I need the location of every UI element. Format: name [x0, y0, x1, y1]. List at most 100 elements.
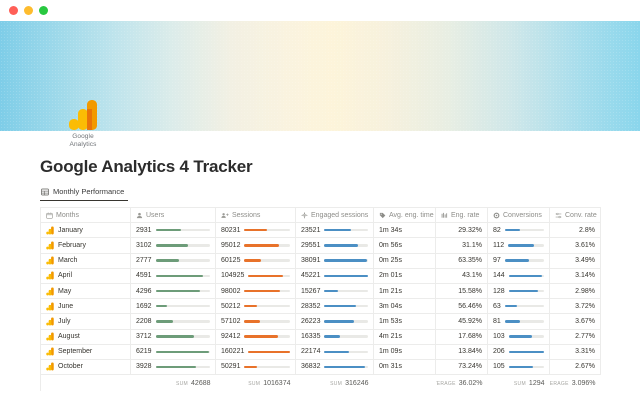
cell-conversions[interactable]: 81	[487, 313, 550, 330]
cell-eng-rate[interactable]: 29.32%	[435, 222, 488, 239]
cell-conversions[interactable]: 144	[487, 268, 550, 284]
cell-engaged-sessions[interactable]: 36832	[295, 359, 374, 376]
cell-users[interactable]: 2777	[130, 253, 216, 269]
cell-sessions[interactable]: 60125	[215, 253, 296, 269]
cell-conversions[interactable]: 206	[487, 344, 550, 360]
cell-conversions[interactable]: 105	[487, 359, 550, 376]
column-header-eng-rate[interactable]: Eng. rate	[435, 206, 488, 224]
column-header-engaged-sessions[interactable]: Engaged sessions	[295, 206, 374, 224]
cell-avg-eng-time[interactable]: 1m 53s	[373, 313, 436, 330]
cell-eng-rate[interactable]: 15.58%	[435, 283, 488, 300]
cell-engaged-sessions[interactable]: 45221	[295, 268, 374, 284]
cell-eng-rate[interactable]: 45.92%	[435, 313, 488, 330]
cell-conv-rate[interactable]: 2.98%	[549, 283, 601, 300]
cell-sessions[interactable]: 80231	[215, 222, 296, 239]
cell-conv-rate[interactable]: 3.31%	[549, 344, 601, 360]
cell-avg-eng-time[interactable]: 2m 01s	[373, 268, 436, 284]
cell-conv-rate[interactable]: 3.14%	[549, 268, 601, 284]
table-row[interactable]: April 4591 104925 45221 2m 01s 43.1% 14	[40, 268, 601, 284]
cell-sessions[interactable]: 104925	[215, 268, 296, 284]
cell-eng-rate[interactable]: 13.84%	[435, 344, 488, 360]
cell-users[interactable]: 3102	[130, 237, 216, 254]
table-row[interactable]: October 3928 50291 36832 0m 31s 73.24%	[40, 359, 601, 376]
cell-month[interactable]: August	[40, 329, 131, 345]
cell-users[interactable]: 4591	[130, 268, 216, 284]
tab-monthly-performance[interactable]: Monthly Performance	[40, 187, 129, 201]
cell-engaged-sessions[interactable]: 38091	[295, 253, 374, 269]
table-row[interactable]: June 1692 50212 28352 3m 04s 56.46% 63	[40, 298, 601, 315]
cell-conv-rate[interactable]: 2.67%	[549, 359, 601, 376]
cell-sessions[interactable]: 160221	[215, 344, 296, 360]
column-header-conv-rate[interactable]: Conv. rate	[549, 206, 601, 224]
cell-conversions[interactable]: 103	[487, 329, 550, 345]
minimize-window-button[interactable]	[24, 6, 33, 15]
column-header-users[interactable]: Users	[130, 206, 216, 224]
column-header-months[interactable]: Months	[40, 206, 131, 224]
table-row[interactable]: February 3102 95012 29551 0m 56s 31.1%	[40, 237, 601, 254]
cell-sessions[interactable]: 57102	[215, 313, 296, 330]
cell-engaged-sessions[interactable]: 29551	[295, 237, 374, 254]
cell-users[interactable]: 1692	[130, 298, 216, 315]
table-row[interactable]: January 2931 80231 23521 1m 34s 29.32%	[40, 222, 601, 239]
cell-eng-rate[interactable]: 31.1%	[435, 237, 488, 254]
cell-conv-rate[interactable]: 2.8%	[549, 222, 601, 239]
cell-eng-rate[interactable]: 63.35%	[435, 253, 488, 269]
cell-engaged-sessions[interactable]: 28352	[295, 298, 374, 315]
summary-engaged-sessions[interactable]: SUM 316246	[296, 375, 374, 391]
cell-users[interactable]: 3928	[130, 359, 216, 376]
cell-engaged-sessions[interactable]: 22174	[295, 344, 374, 360]
table-row[interactable]: August 3712 92412 16335 4m 21s 17.68% 1	[40, 329, 601, 345]
cell-engaged-sessions[interactable]: 26223	[295, 313, 374, 330]
cell-month[interactable]: June	[40, 298, 131, 315]
cell-avg-eng-time[interactable]: 1m 21s	[373, 283, 436, 300]
cell-sessions[interactable]: 50212	[215, 298, 296, 315]
cell-eng-rate[interactable]: 43.1%	[435, 268, 488, 284]
summary-conv-rate[interactable]: AVERAGE 3.096%	[550, 375, 601, 391]
cell-engaged-sessions[interactable]: 15267	[295, 283, 374, 300]
table-row[interactable]: September 6219 160221 22174 1m 09s 13.84…	[40, 344, 601, 360]
cell-avg-eng-time[interactable]: 3m 04s	[373, 298, 436, 315]
cell-month[interactable]: January	[40, 222, 131, 239]
summary-conversions[interactable]: SUM 1294	[488, 375, 550, 391]
cell-month[interactable]: October	[40, 359, 131, 376]
cell-conversions[interactable]: 82	[487, 222, 550, 239]
summary-eng-rate[interactable]: AVERAGE 36.02%	[436, 375, 488, 391]
close-window-button[interactable]	[9, 6, 18, 15]
cell-avg-eng-time[interactable]: 1m 09s	[373, 344, 436, 360]
cell-users[interactable]: 4296	[130, 283, 216, 300]
cell-avg-eng-time[interactable]: 1m 34s	[373, 222, 436, 239]
column-header-sessions[interactable]: Sessions	[215, 206, 296, 224]
table-row[interactable]: May 4296 98002 15267 1m 21s 15.58% 128	[40, 283, 601, 300]
cell-conv-rate[interactable]: 2.77%	[549, 329, 601, 345]
column-header-avg-eng-time[interactable]: Avg. eng. time	[373, 206, 436, 224]
cell-eng-rate[interactable]: 17.68%	[435, 329, 488, 345]
cell-users[interactable]: 6219	[130, 344, 216, 360]
cell-users[interactable]: 2931	[130, 222, 216, 239]
page-icon[interactable]: Google Analytics	[60, 99, 106, 149]
cell-sessions[interactable]: 50291	[215, 359, 296, 376]
cell-month[interactable]: May	[40, 283, 131, 300]
cell-engaged-sessions[interactable]: 23521	[295, 222, 374, 239]
summary-sessions[interactable]: SUM 1016374	[216, 375, 296, 391]
cell-month[interactable]: February	[40, 237, 131, 254]
cell-month[interactable]: September	[40, 344, 131, 360]
cell-sessions[interactable]: 95012	[215, 237, 296, 254]
table-row[interactable]: March 2777 60125 38091 0m 25s 63.35% 97	[40, 253, 601, 269]
cell-conv-rate[interactable]: 3.49%	[549, 253, 601, 269]
cell-sessions[interactable]: 92412	[215, 329, 296, 345]
cell-users[interactable]: 2208	[130, 313, 216, 330]
cell-conv-rate[interactable]: 3.61%	[549, 237, 601, 254]
cell-month[interactable]: July	[40, 313, 131, 330]
cell-eng-rate[interactable]: 56.46%	[435, 298, 488, 315]
column-header-conversions[interactable]: Conversions	[487, 206, 550, 224]
cell-users[interactable]: 3712	[130, 329, 216, 345]
table-row[interactable]: July 2208 57102 26223 1m 53s 45.92% 81	[40, 313, 601, 330]
cell-conv-rate[interactable]: 3.67%	[549, 313, 601, 330]
cell-conversions[interactable]: 128	[487, 283, 550, 300]
summary-users[interactable]: SUM 42688	[131, 375, 216, 391]
cell-conv-rate[interactable]: 3.72%	[549, 298, 601, 315]
cell-avg-eng-time[interactable]: 4m 21s	[373, 329, 436, 345]
maximize-window-button[interactable]	[39, 6, 48, 15]
cell-eng-rate[interactable]: 73.24%	[435, 359, 488, 376]
cell-sessions[interactable]: 98002	[215, 283, 296, 300]
